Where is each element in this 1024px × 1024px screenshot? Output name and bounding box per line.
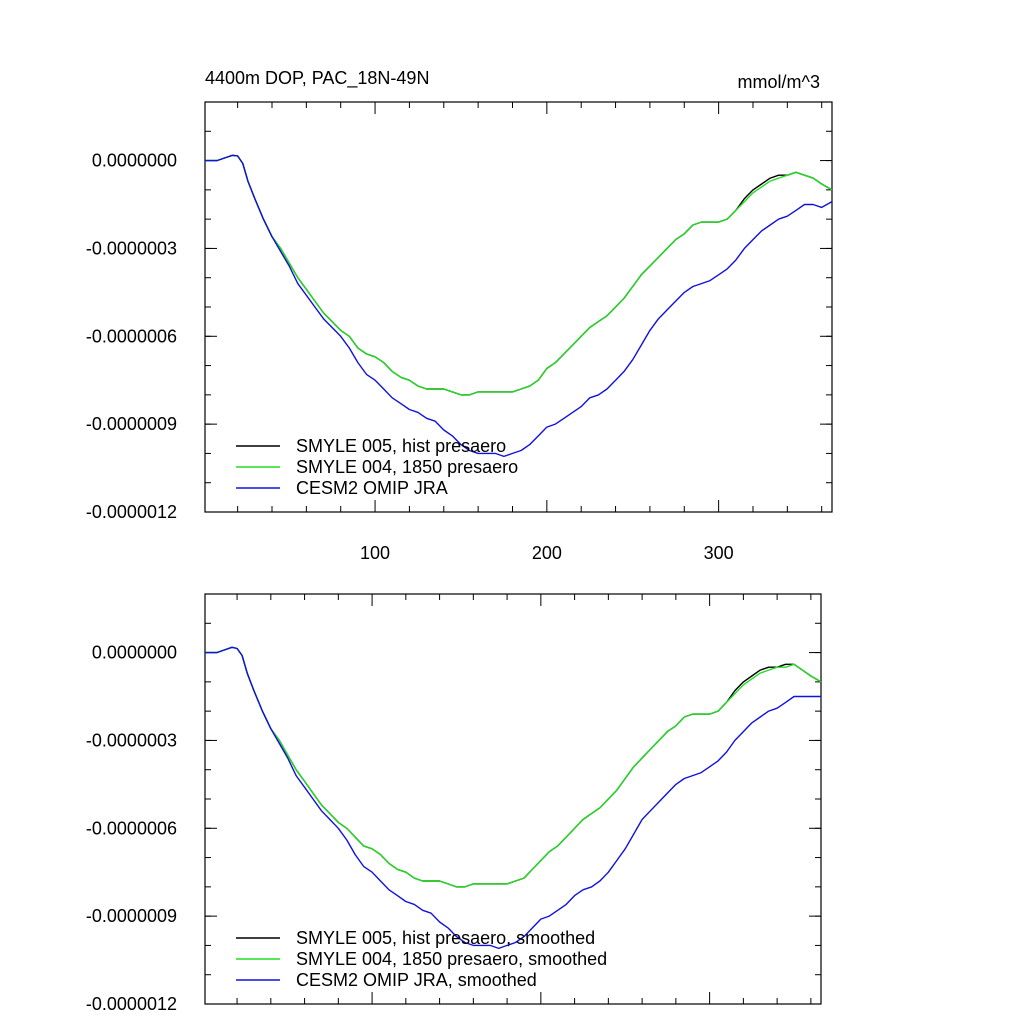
legend-label: SMYLE 004, 1850 presaero <box>296 457 518 477</box>
y-tick-label: -0.0000012 <box>86 502 177 522</box>
top-panel: 0.0000000 -0.0000003 -0.0000006 -0.0000009 -… <box>86 68 833 563</box>
y-tick-label: -0.0000009 <box>86 414 177 434</box>
legend-label: CESM2 OMIP JRA, smoothed <box>296 970 537 990</box>
x-tick-label: 100 <box>360 543 390 563</box>
series-line-2 <box>205 646 822 888</box>
x-tick-label: 200 <box>532 543 562 563</box>
y-tick-label: -0.0000006 <box>86 818 177 838</box>
series-line-2 <box>205 154 833 396</box>
series-line-3 <box>205 646 821 950</box>
bottom-panel: 0.0000000 -0.0000003 -0.0000006 -0.0000009 -… <box>86 593 822 1014</box>
chart-title: 4400m DOP, PAC_18N-49N <box>205 68 429 89</box>
series-line-1 <box>205 646 822 888</box>
y-tick-label: 0.0000000 <box>92 151 177 171</box>
y-tick-label: -0.0000012 <box>86 994 177 1014</box>
y-tick-label: 0.0000000 <box>92 643 177 663</box>
legend-label: SMYLE 004, 1850 presaero, smoothed <box>296 949 607 969</box>
legend-label: SMYLE 005, hist presaero <box>296 436 506 456</box>
series-line-3 <box>205 154 833 458</box>
y-tick-label: -0.0000009 <box>86 906 177 926</box>
series-line-1 <box>205 154 833 396</box>
x-tick-label: 300 <box>704 543 734 563</box>
legend-label: SMYLE 005, hist presaero, smoothed <box>296 928 595 948</box>
y-tick-label: -0.0000003 <box>86 730 177 750</box>
units-label: mmol/m^3 <box>738 72 820 92</box>
y-tick-label: -0.0000006 <box>86 326 177 346</box>
y-tick-label: -0.0000003 <box>86 238 177 258</box>
legend-label: CESM2 OMIP JRA <box>296 478 448 498</box>
